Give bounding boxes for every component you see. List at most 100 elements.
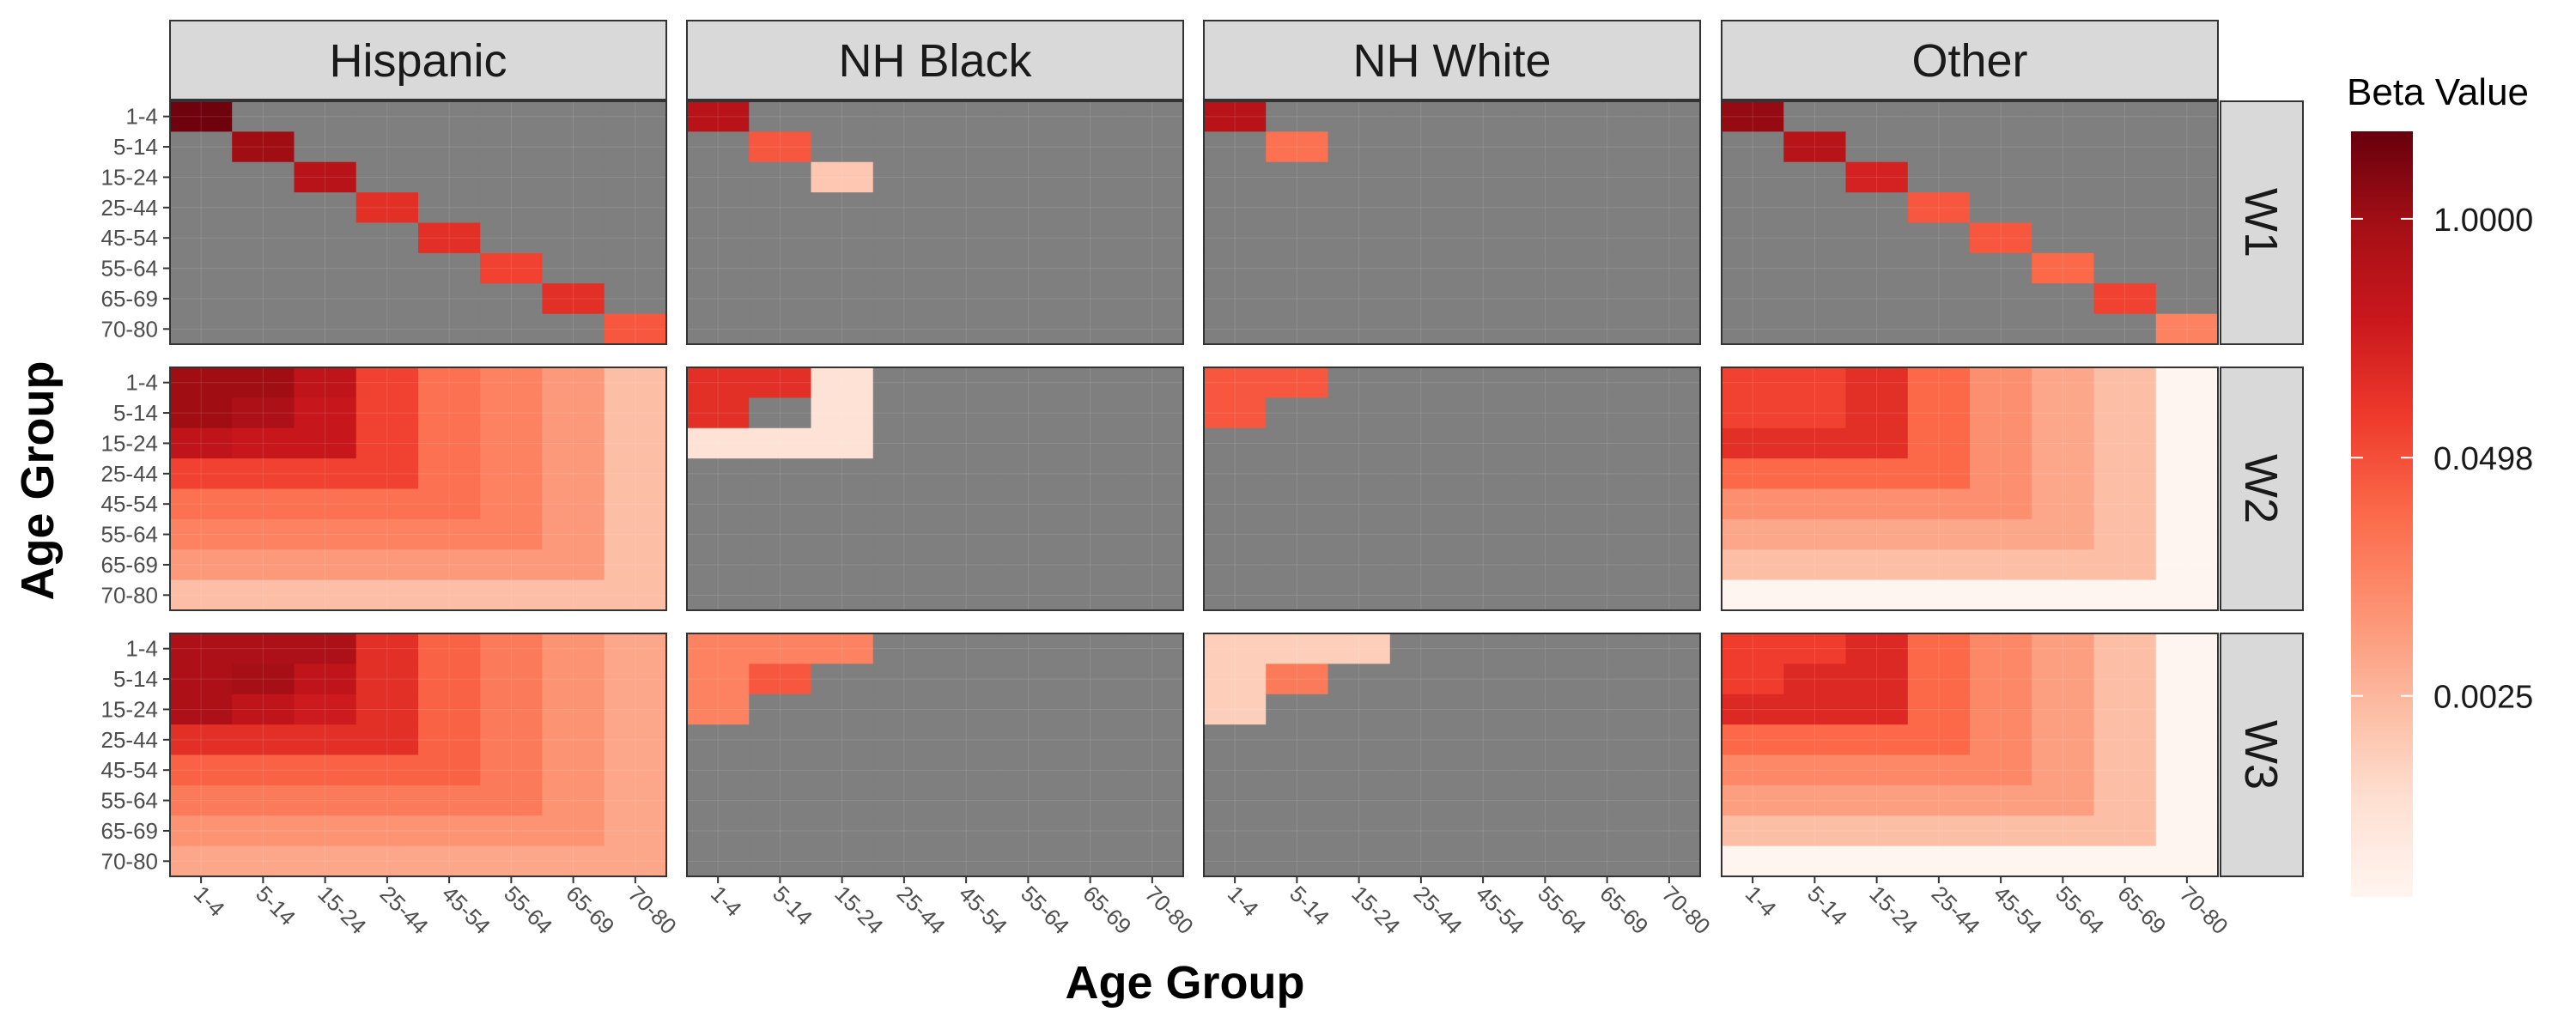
heatmap-tile [604, 367, 667, 398]
x-tick-label: 25-44 [1927, 881, 1985, 939]
heatmap-tile [687, 694, 750, 725]
heatmap-tile [1783, 815, 1846, 847]
heatmap-tile [1121, 397, 1184, 429]
x-tick-label: 65-69 [561, 881, 619, 939]
heatmap-tile [480, 488, 543, 520]
heatmap-tile [811, 633, 874, 664]
heatmap-tile [232, 724, 295, 755]
heatmap-tile [1204, 427, 1267, 459]
x-tick-label: 1-4 [706, 881, 747, 922]
heatmap-tile [170, 694, 233, 725]
heatmap-tile [1327, 367, 1391, 398]
panel-border [1721, 100, 2219, 345]
heatmap-tile [2093, 161, 2157, 193]
panel-nh-black-w2 [686, 367, 1184, 611]
heatmap-tile [872, 724, 936, 755]
heatmap-tile [355, 633, 419, 664]
heatmap-tile [1327, 754, 1391, 786]
heatmap-tile [1059, 101, 1122, 132]
heatmap-tile [935, 458, 998, 489]
panel-nh-black-w3 [686, 633, 1184, 877]
y-tick-label: 45-54 [101, 225, 159, 251]
heatmap-tile [1970, 222, 2032, 254]
heatmap-tile [1970, 549, 2032, 581]
heatmap-tile [1576, 785, 1639, 816]
panel-border [686, 633, 1184, 877]
heatmap-tile [935, 222, 998, 254]
heatmap-tile [1204, 283, 1267, 315]
heatmap-tile [1327, 724, 1391, 755]
heatmap-tile [872, 283, 936, 315]
heatmap-tile [1845, 161, 1909, 193]
heatmap-tile [872, 222, 936, 254]
x-tick-label: 55-64 [499, 881, 557, 939]
heatmap-tile [1970, 845, 2032, 877]
heatmap-tile [997, 427, 1060, 459]
heatmap-tile [480, 694, 543, 725]
heatmap-tile [170, 427, 233, 459]
facet-column-label: NH Black [838, 35, 1032, 87]
heatmap-tile [2032, 427, 2094, 459]
heatmap-tile [604, 427, 667, 459]
heatmap-tile [1059, 458, 1122, 489]
heatmap-tile [1970, 724, 2032, 755]
heatmap-tile [1970, 397, 2032, 429]
heatmap-tile [1389, 427, 1453, 459]
heatmap-tile [1970, 161, 2032, 193]
heatmap-tile [1452, 845, 1515, 877]
heatmap-tile [1970, 313, 2032, 345]
heatmap-tile [1452, 694, 1515, 725]
heatmap-tile [294, 161, 357, 193]
heatmap-tile [1204, 663, 1267, 695]
heatmap-tile [355, 785, 419, 816]
heatmap-tile [2155, 192, 2219, 223]
heatmap-tile [542, 427, 605, 459]
heatmap-tile [935, 397, 998, 429]
heatmap-tile [604, 101, 667, 132]
heatmap-tile [232, 518, 295, 550]
heatmap-tile [935, 101, 998, 132]
heatmap-tile [1783, 252, 1846, 284]
facet-strip-w3: W3 [2220, 633, 2304, 877]
heatmap-tile [1204, 367, 1267, 398]
panel-border [1721, 367, 2219, 611]
heatmap-tile [872, 131, 936, 163]
heatmap-tile [418, 313, 481, 345]
heatmap-tile [1204, 101, 1267, 132]
heatmap-tile [1637, 663, 1701, 695]
heatmap-tile [418, 101, 481, 132]
heatmap-tile [1121, 488, 1184, 520]
heatmap-tile [1121, 663, 1184, 695]
heatmap-tile [355, 663, 419, 695]
heatmap-tile [1576, 101, 1639, 132]
heatmap-tile [1576, 724, 1639, 755]
heatmap-tile [1970, 252, 2032, 284]
heatmap-tile [2155, 161, 2219, 193]
heatmap-tile [1576, 815, 1639, 847]
heatmap-tile [604, 754, 667, 786]
heatmap-tile [811, 283, 874, 315]
heatmap-tile [1059, 663, 1122, 695]
heatmap-tile [1121, 724, 1184, 755]
heatmap-tile [1121, 101, 1184, 132]
heatmap-tile [811, 397, 874, 429]
heatmap-tile [1970, 754, 2032, 786]
heatmap-tile [2032, 845, 2094, 877]
heatmap-tile [355, 131, 419, 163]
heatmap-tile [355, 313, 419, 345]
x-tick-label: 45-54 [954, 881, 1012, 939]
heatmap-tile [604, 161, 667, 193]
heatmap-tile [542, 222, 605, 254]
heatmap-tile [604, 313, 667, 345]
heatmap-tile [1845, 633, 1909, 664]
heatmap-tile [2155, 579, 2219, 611]
heatmap-tile [2155, 427, 2219, 459]
heatmap-tile [1266, 518, 1328, 550]
x-tick-label: 55-64 [1016, 881, 1074, 939]
heatmap-tile [2032, 192, 2094, 223]
heatmap-tile [935, 633, 998, 664]
facet-strip-background [2220, 100, 2304, 345]
x-tick-label: 45-54 [1471, 881, 1529, 939]
heatmap-tile [355, 488, 419, 520]
heatmap-tile [2093, 663, 2157, 695]
